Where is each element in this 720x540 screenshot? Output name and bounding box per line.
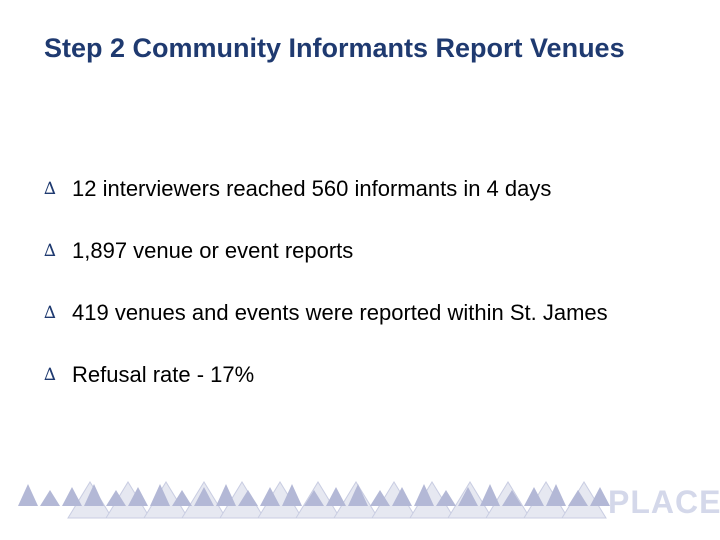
mountain-triangle-dark (18, 484, 38, 506)
mountain-triangle-dark (392, 487, 412, 506)
mountain-triangle-dark (40, 490, 60, 506)
mountain-triangle-dark (238, 490, 258, 506)
delta-bullet-icon: ∆ (44, 365, 56, 385)
bullet-item: ∆ 1,897 venue or event reports (44, 236, 664, 266)
mountain-triangle-dark (568, 490, 588, 506)
mountain-triangle-dark (480, 484, 500, 506)
mountain-triangle-dark (348, 484, 368, 506)
bullet-list: ∆ 12 interviewers reached 560 informants… (44, 174, 664, 422)
bullet-text: 419 venues and events were reported with… (72, 300, 608, 325)
footer-mountain-band (18, 476, 618, 526)
mountain-triangle-dark (304, 490, 324, 506)
mountain-triangle-dark (546, 484, 566, 506)
mountain-triangle-dark (414, 484, 434, 506)
delta-bullet-icon: ∆ (44, 179, 56, 199)
mountain-triangle-dark (260, 487, 280, 506)
mountain-triangle-dark (84, 484, 104, 506)
mountain-triangle-dark (370, 490, 390, 506)
mountain-triangle-dark (590, 487, 610, 506)
mountain-triangle-dark (436, 490, 456, 506)
mountain-triangle-dark (62, 487, 82, 506)
slide-title: Step 2 Community Informants Report Venue… (44, 33, 625, 63)
mountain-triangle-dark (282, 484, 302, 506)
bullet-text: Refusal rate - 17% (72, 362, 255, 387)
bullet-text: 12 interviewers reached 560 informants i… (72, 176, 552, 201)
bullet-item: ∆ 419 venues and events were reported wi… (44, 298, 664, 328)
mountain-triangles-graphic (18, 481, 610, 519)
place-logo: PLACE (608, 484, 720, 520)
delta-bullet-icon: ∆ (44, 303, 56, 323)
bullet-item: ∆ Refusal rate - 17% (44, 360, 664, 390)
bullet-item: ∆ 12 interviewers reached 560 informants… (44, 174, 664, 204)
mountain-triangle-dark (458, 487, 478, 506)
mountain-triangle-dark (106, 490, 126, 506)
mountain-triangle-dark (326, 487, 346, 506)
bullet-text: 1,897 venue or event reports (72, 238, 354, 263)
mountain-triangle-dark (524, 487, 544, 506)
mountain-triangle-dark (216, 484, 236, 506)
mountain-triangle-dark (502, 490, 522, 506)
mountain-triangle-dark (128, 487, 148, 506)
mountain-triangle-dark (194, 487, 214, 506)
mountain-triangle-dark (150, 484, 170, 506)
mountain-triangle-dark (172, 490, 192, 506)
delta-bullet-icon: ∆ (44, 241, 56, 261)
